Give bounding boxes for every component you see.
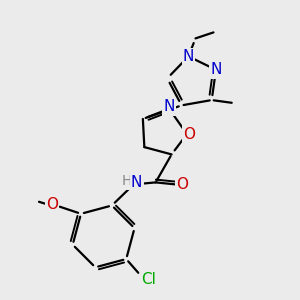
Text: O: O (46, 197, 58, 212)
Text: O: O (183, 127, 195, 142)
Text: N: N (183, 49, 194, 64)
Text: O: O (177, 177, 189, 192)
Text: Cl: Cl (141, 272, 156, 286)
Text: N: N (131, 175, 142, 190)
Text: N: N (164, 99, 175, 114)
Text: H: H (122, 174, 132, 188)
Text: N: N (210, 62, 222, 77)
